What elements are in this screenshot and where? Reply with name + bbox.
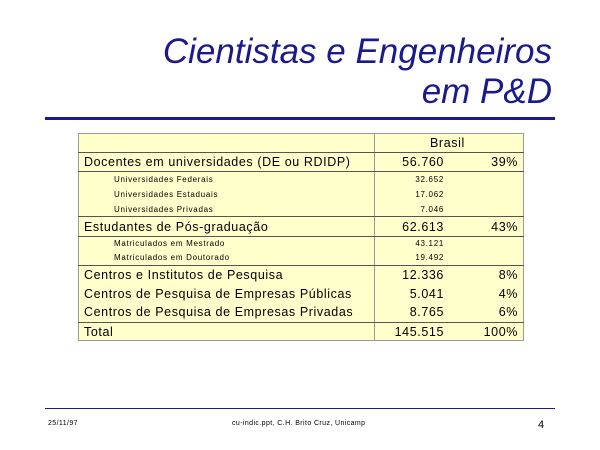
row-label: Centros e Institutos de Pesquisa xyxy=(84,268,284,282)
row-label: Universidades Privadas xyxy=(114,205,214,214)
title-line-1: Cientistas e Engenheiros xyxy=(162,32,552,71)
row-value: 62.613 xyxy=(402,220,444,234)
row-rule xyxy=(78,265,524,266)
column-divider xyxy=(374,133,375,341)
row-value: 32.652 xyxy=(415,175,444,184)
row-percent: 43% xyxy=(491,220,518,234)
slide-title: Cientistas e Engenheiros em P&D xyxy=(100,32,552,112)
row-value: 12.336 xyxy=(402,268,444,282)
row-percent: 6% xyxy=(498,305,518,319)
row-label: Matriculados em Mestrado xyxy=(114,239,226,248)
data-table xyxy=(78,133,524,341)
total-label: Total xyxy=(84,325,114,339)
row-label: Centros de Pesquisa de Empresas Públicas xyxy=(84,287,352,301)
row-value: 7.046 xyxy=(420,205,444,214)
footer-divider xyxy=(45,408,555,409)
row-label: Universidades Federais xyxy=(114,175,214,184)
footer-date: 25/11/97 xyxy=(48,420,78,427)
row-value: 8.765 xyxy=(409,305,444,319)
row-value: 56.760 xyxy=(402,155,444,169)
row-label: Centros de Pesquisa de Empresas Privadas xyxy=(84,305,354,319)
page-number: 4 xyxy=(538,419,545,431)
row-percent: 39% xyxy=(491,155,518,169)
footer-source: cu-indic.ppt, C.H. Brito Cruz, Unicamp xyxy=(232,420,366,427)
row-value: 19.492 xyxy=(415,253,444,262)
total-value: 145.515 xyxy=(394,325,444,339)
header-rule xyxy=(78,152,524,153)
row-rule xyxy=(78,171,524,172)
title-line-2: em P&D xyxy=(421,72,552,111)
row-value: 17.062 xyxy=(415,190,444,199)
row-rule xyxy=(78,236,524,237)
row-label: Estudantes de Pós-graduação xyxy=(84,220,269,234)
column-header-brasil: Brasil xyxy=(430,136,465,150)
row-percent: 8% xyxy=(498,268,518,282)
row-label: Universidades Estaduais xyxy=(114,190,219,199)
row-rule xyxy=(78,216,524,217)
row-value: 43.121 xyxy=(415,239,444,248)
title-divider xyxy=(45,117,555,120)
row-label: Matriculados em Doutorado xyxy=(114,253,230,262)
total-percent: 100% xyxy=(483,325,518,339)
row-rule xyxy=(78,322,524,323)
row-percent: 4% xyxy=(498,287,518,301)
row-label: Docentes em universidades (DE ou RDIDP) xyxy=(84,155,351,169)
row-value: 5.041 xyxy=(409,287,444,301)
